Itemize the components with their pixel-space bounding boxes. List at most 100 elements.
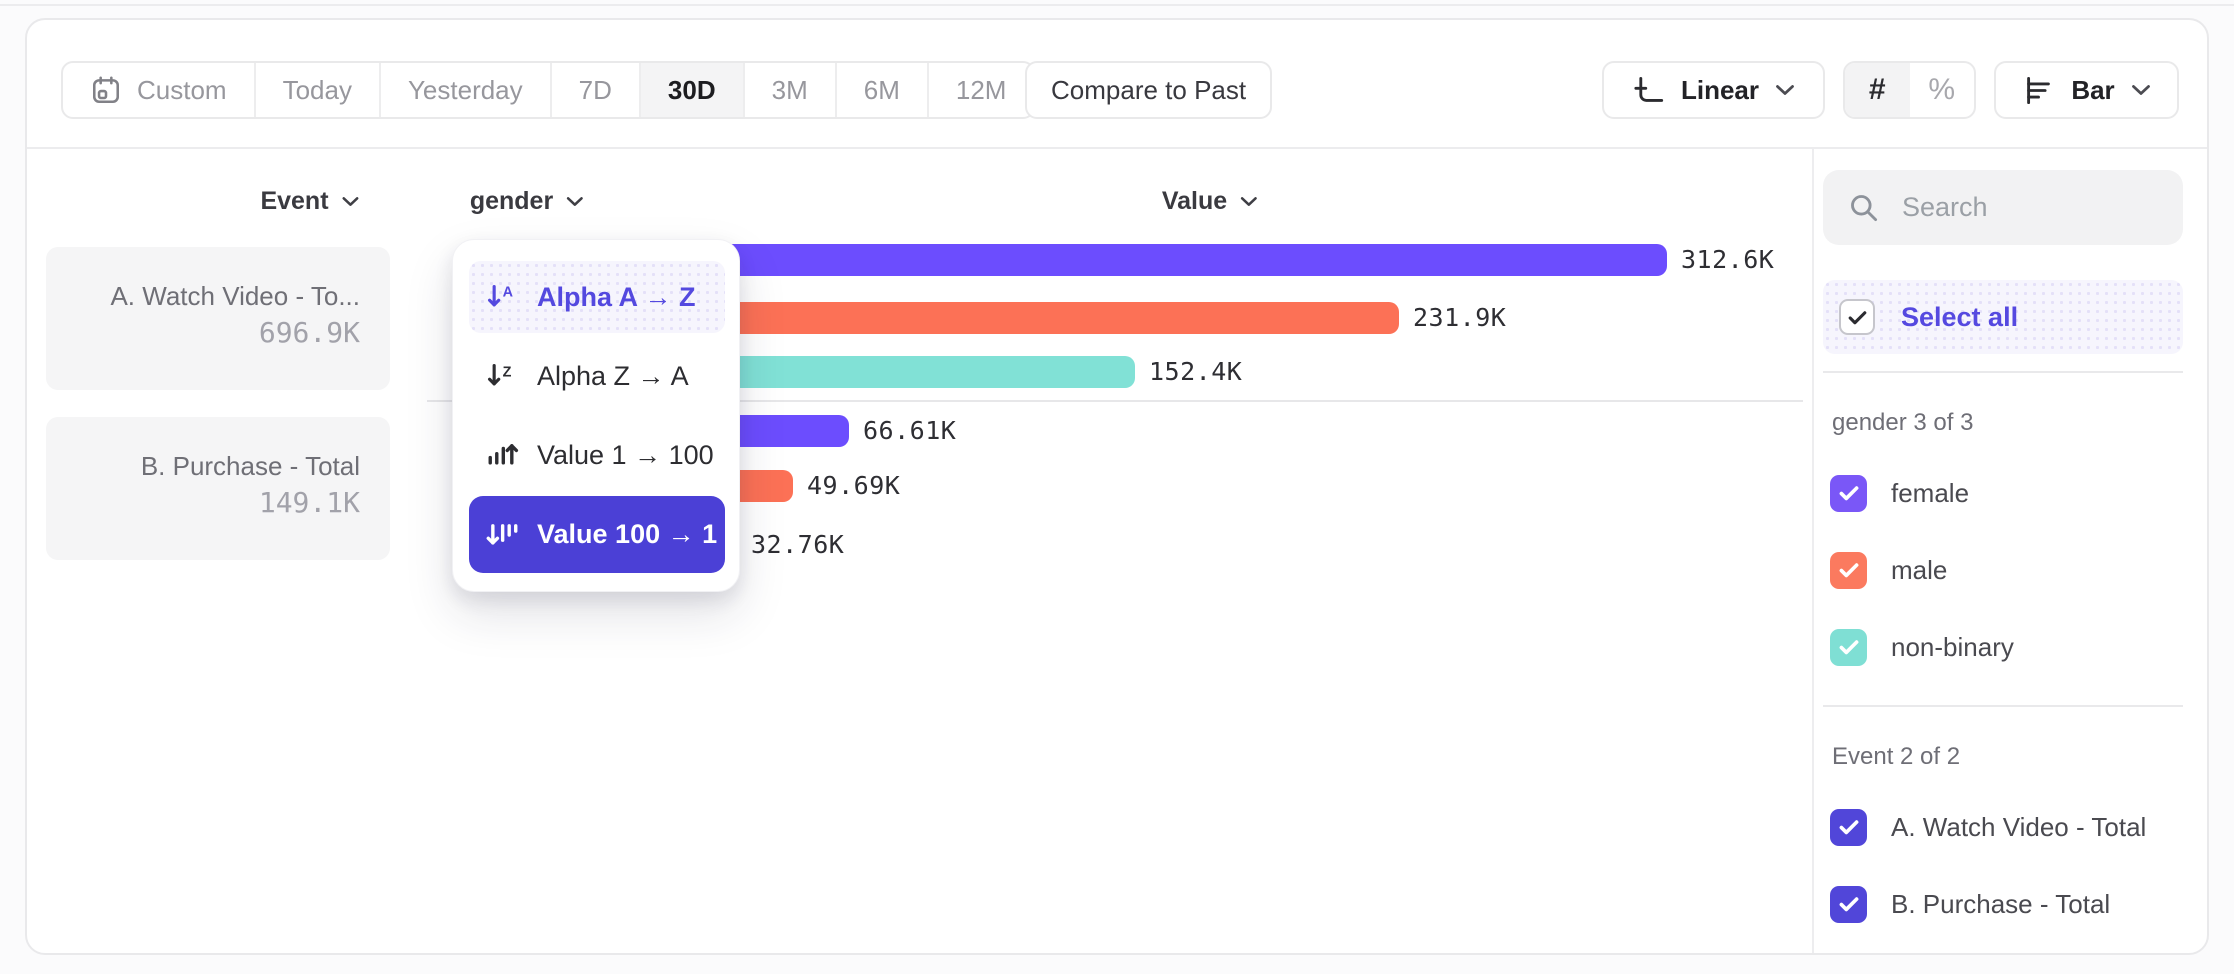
chevron-down-icon <box>1240 196 1258 207</box>
filter-item-female[interactable]: female <box>1830 474 2183 512</box>
sort-alpha-asc-icon: A <box>485 280 519 314</box>
select-all-label: Select all <box>1901 301 2019 332</box>
search-icon <box>1847 191 1880 224</box>
checkbox-non-binary[interactable] <box>1830 628 1867 666</box>
filter-item-label: A. Watch Video - Total <box>1891 811 2147 842</box>
sort-option-alpha-z-a[interactable]: Z Alpha Z → A <box>469 341 725 411</box>
filter-group-title-gender-3-of-3: gender 3 of 3 <box>1832 409 1974 436</box>
event-card-name: B. Purchase - Total <box>140 451 360 481</box>
chart-group-divider <box>427 400 1803 402</box>
date-range-yesterday[interactable]: Yesterday <box>378 63 550 117</box>
date-range-label: 12M <box>955 74 1007 105</box>
bar-chart-icon <box>2022 74 2055 107</box>
date-range-label: Today <box>282 74 352 105</box>
bar-a-watch-video-total-male[interactable] <box>628 302 1399 334</box>
chevron-down-icon <box>2131 84 2151 96</box>
filter-item-male[interactable]: male <box>1830 551 2183 589</box>
sort-option-value-1-100[interactable]: Value 1 → 100 <box>469 420 725 490</box>
format-count-toggle[interactable]: # <box>1845 63 1910 117</box>
compare-to-past-button[interactable]: Compare to Past <box>1025 61 1273 119</box>
bar-a-watch-video-total-female[interactable] <box>628 244 1667 276</box>
date-range-label: Custom <box>137 74 227 105</box>
filter-item-label: non-binary <box>1891 631 2014 662</box>
bar-value-label: 49.69K <box>807 471 901 500</box>
column-header-gender[interactable]: gender <box>470 186 584 216</box>
sidebar-groups: gender 3 of 3 female male non-binary Event 2… <box>1823 409 2183 923</box>
date-range-label: 6M <box>863 74 900 105</box>
compare-to-past-label: Compare to Past <box>1051 74 1247 105</box>
value-format-control: # % <box>1843 61 1976 119</box>
bar-value-label: 32.76K <box>751 530 845 559</box>
sort-option-label: Value 100 → 1 <box>537 519 718 549</box>
checkbox-male[interactable] <box>1830 551 1867 589</box>
filter-item-label: male <box>1891 554 1948 585</box>
filter-sidebar: Select all gender 3 of 3 female male non-bi… <box>1812 149 2207 953</box>
chevron-down-icon <box>1775 84 1795 96</box>
date-range-6m[interactable]: 6M <box>834 63 927 117</box>
sort-option-alpha-a-z[interactable]: A Alpha A → Z <box>469 261 725 333</box>
checkbox-female[interactable] <box>1830 474 1867 512</box>
bar-value-label: 231.9K <box>1413 303 1507 332</box>
value-header-label: Value <box>1161 186 1228 215</box>
svg-text:A: A <box>503 284 513 300</box>
sort-option-label: Value 1 → 100 <box>537 439 714 470</box>
calendar-icon <box>90 74 122 106</box>
filter-item-b-purchase-total[interactable]: B. Purchase - Total <box>1830 885 2183 923</box>
filter-item-a-watch-video-total[interactable]: A. Watch Video - Total <box>1830 808 2183 846</box>
sidebar-divider <box>1823 371 2183 373</box>
event-card-total: 696.9K <box>258 316 360 349</box>
chevron-down-icon <box>342 196 360 207</box>
bar-value-label: 152.4K <box>1149 357 1243 386</box>
sort-value-asc-icon <box>485 438 519 472</box>
filter-item-non-binary[interactable]: non-binary <box>1830 628 2183 666</box>
checkbox-a-watch-video-total[interactable] <box>1830 808 1867 846</box>
report-toolbar: Custom Today Yesterday 7D 30D 3M 6M 12M Compare… <box>27 20 2207 149</box>
sidebar-divider <box>1823 705 2183 707</box>
date-range-label: 7D <box>578 74 612 105</box>
hash-icon: # <box>1868 73 1886 106</box>
sort-option-value-100-1[interactable]: Value 100 → 1 <box>469 496 725 573</box>
filter-item-label: female <box>1891 477 1970 508</box>
gender-header-label: gender <box>469 186 554 215</box>
filter-item-label: B. Purchase - Total <box>1891 888 2111 919</box>
date-range-7d[interactable]: 7D <box>549 63 639 117</box>
search-input[interactable] <box>1902 192 2207 223</box>
linear-axes-icon <box>1632 74 1665 107</box>
event-card-a-watch-video-to[interactable]: A. Watch Video - To... 696.9K <box>46 247 390 390</box>
select-all-checkbox[interactable] <box>1839 299 1875 335</box>
page-top-divider <box>0 4 2234 6</box>
gender-sort-menu: A Alpha A → Z Z Alpha Z → A Value 1 → 100 Val… <box>452 239 740 592</box>
sort-alpha-desc-icon: Z <box>485 359 519 393</box>
scale-label: Linear <box>1680 74 1760 105</box>
scale-dropdown[interactable]: Linear <box>1602 61 1825 119</box>
chart-type-dropdown[interactable]: Bar <box>1994 61 2179 119</box>
date-range-label: 3M <box>771 74 808 105</box>
percent-icon: % <box>1928 73 1956 106</box>
date-range-custom[interactable]: Custom <box>63 63 254 117</box>
format-percent-toggle[interactable]: % <box>1910 63 1975 117</box>
chart-type-label: Bar <box>2071 74 2115 105</box>
column-header-value[interactable]: Value <box>1162 186 1258 216</box>
chevron-down-icon <box>566 196 584 207</box>
select-all-row[interactable]: Select all <box>1823 280 2183 354</box>
sort-option-label: Alpha Z → A <box>537 360 689 391</box>
bar-value-label: 66.61K <box>863 416 957 445</box>
event-card-name: A. Watch Video - To... <box>110 281 360 311</box>
svg-text:Z: Z <box>503 365 512 381</box>
date-range-12m[interactable]: 12M <box>926 63 1034 117</box>
date-range-30d[interactable]: 30D <box>638 63 743 117</box>
sidebar-search <box>1823 170 2207 245</box>
checkbox-b-purchase-total[interactable] <box>1830 885 1867 923</box>
date-range-today[interactable]: Today <box>253 63 379 117</box>
column-header-event[interactable]: Event <box>260 186 359 216</box>
bar-value-label: 312.6K <box>1681 245 1775 274</box>
date-range-control: Custom Today Yesterday 7D 30D 3M 6M 12M <box>61 61 1036 119</box>
event-card-total: 149.1K <box>258 486 360 519</box>
date-range-3m[interactable]: 3M <box>742 63 835 117</box>
filter-group-title-event-2-of-2: Event 2 of 2 <box>1832 743 1961 770</box>
sort-option-label: Alpha A → Z <box>537 281 696 312</box>
event-card-b-purchase-total[interactable]: B. Purchase - Total 149.1K <box>46 417 390 560</box>
chart-region: Event gender Value A. Watch Video - To..… <box>27 20 2207 953</box>
date-range-label: 30D <box>667 74 716 105</box>
insights-report-panel: Custom Today Yesterday 7D 30D 3M 6M 12M Compare… <box>25 18 2209 955</box>
